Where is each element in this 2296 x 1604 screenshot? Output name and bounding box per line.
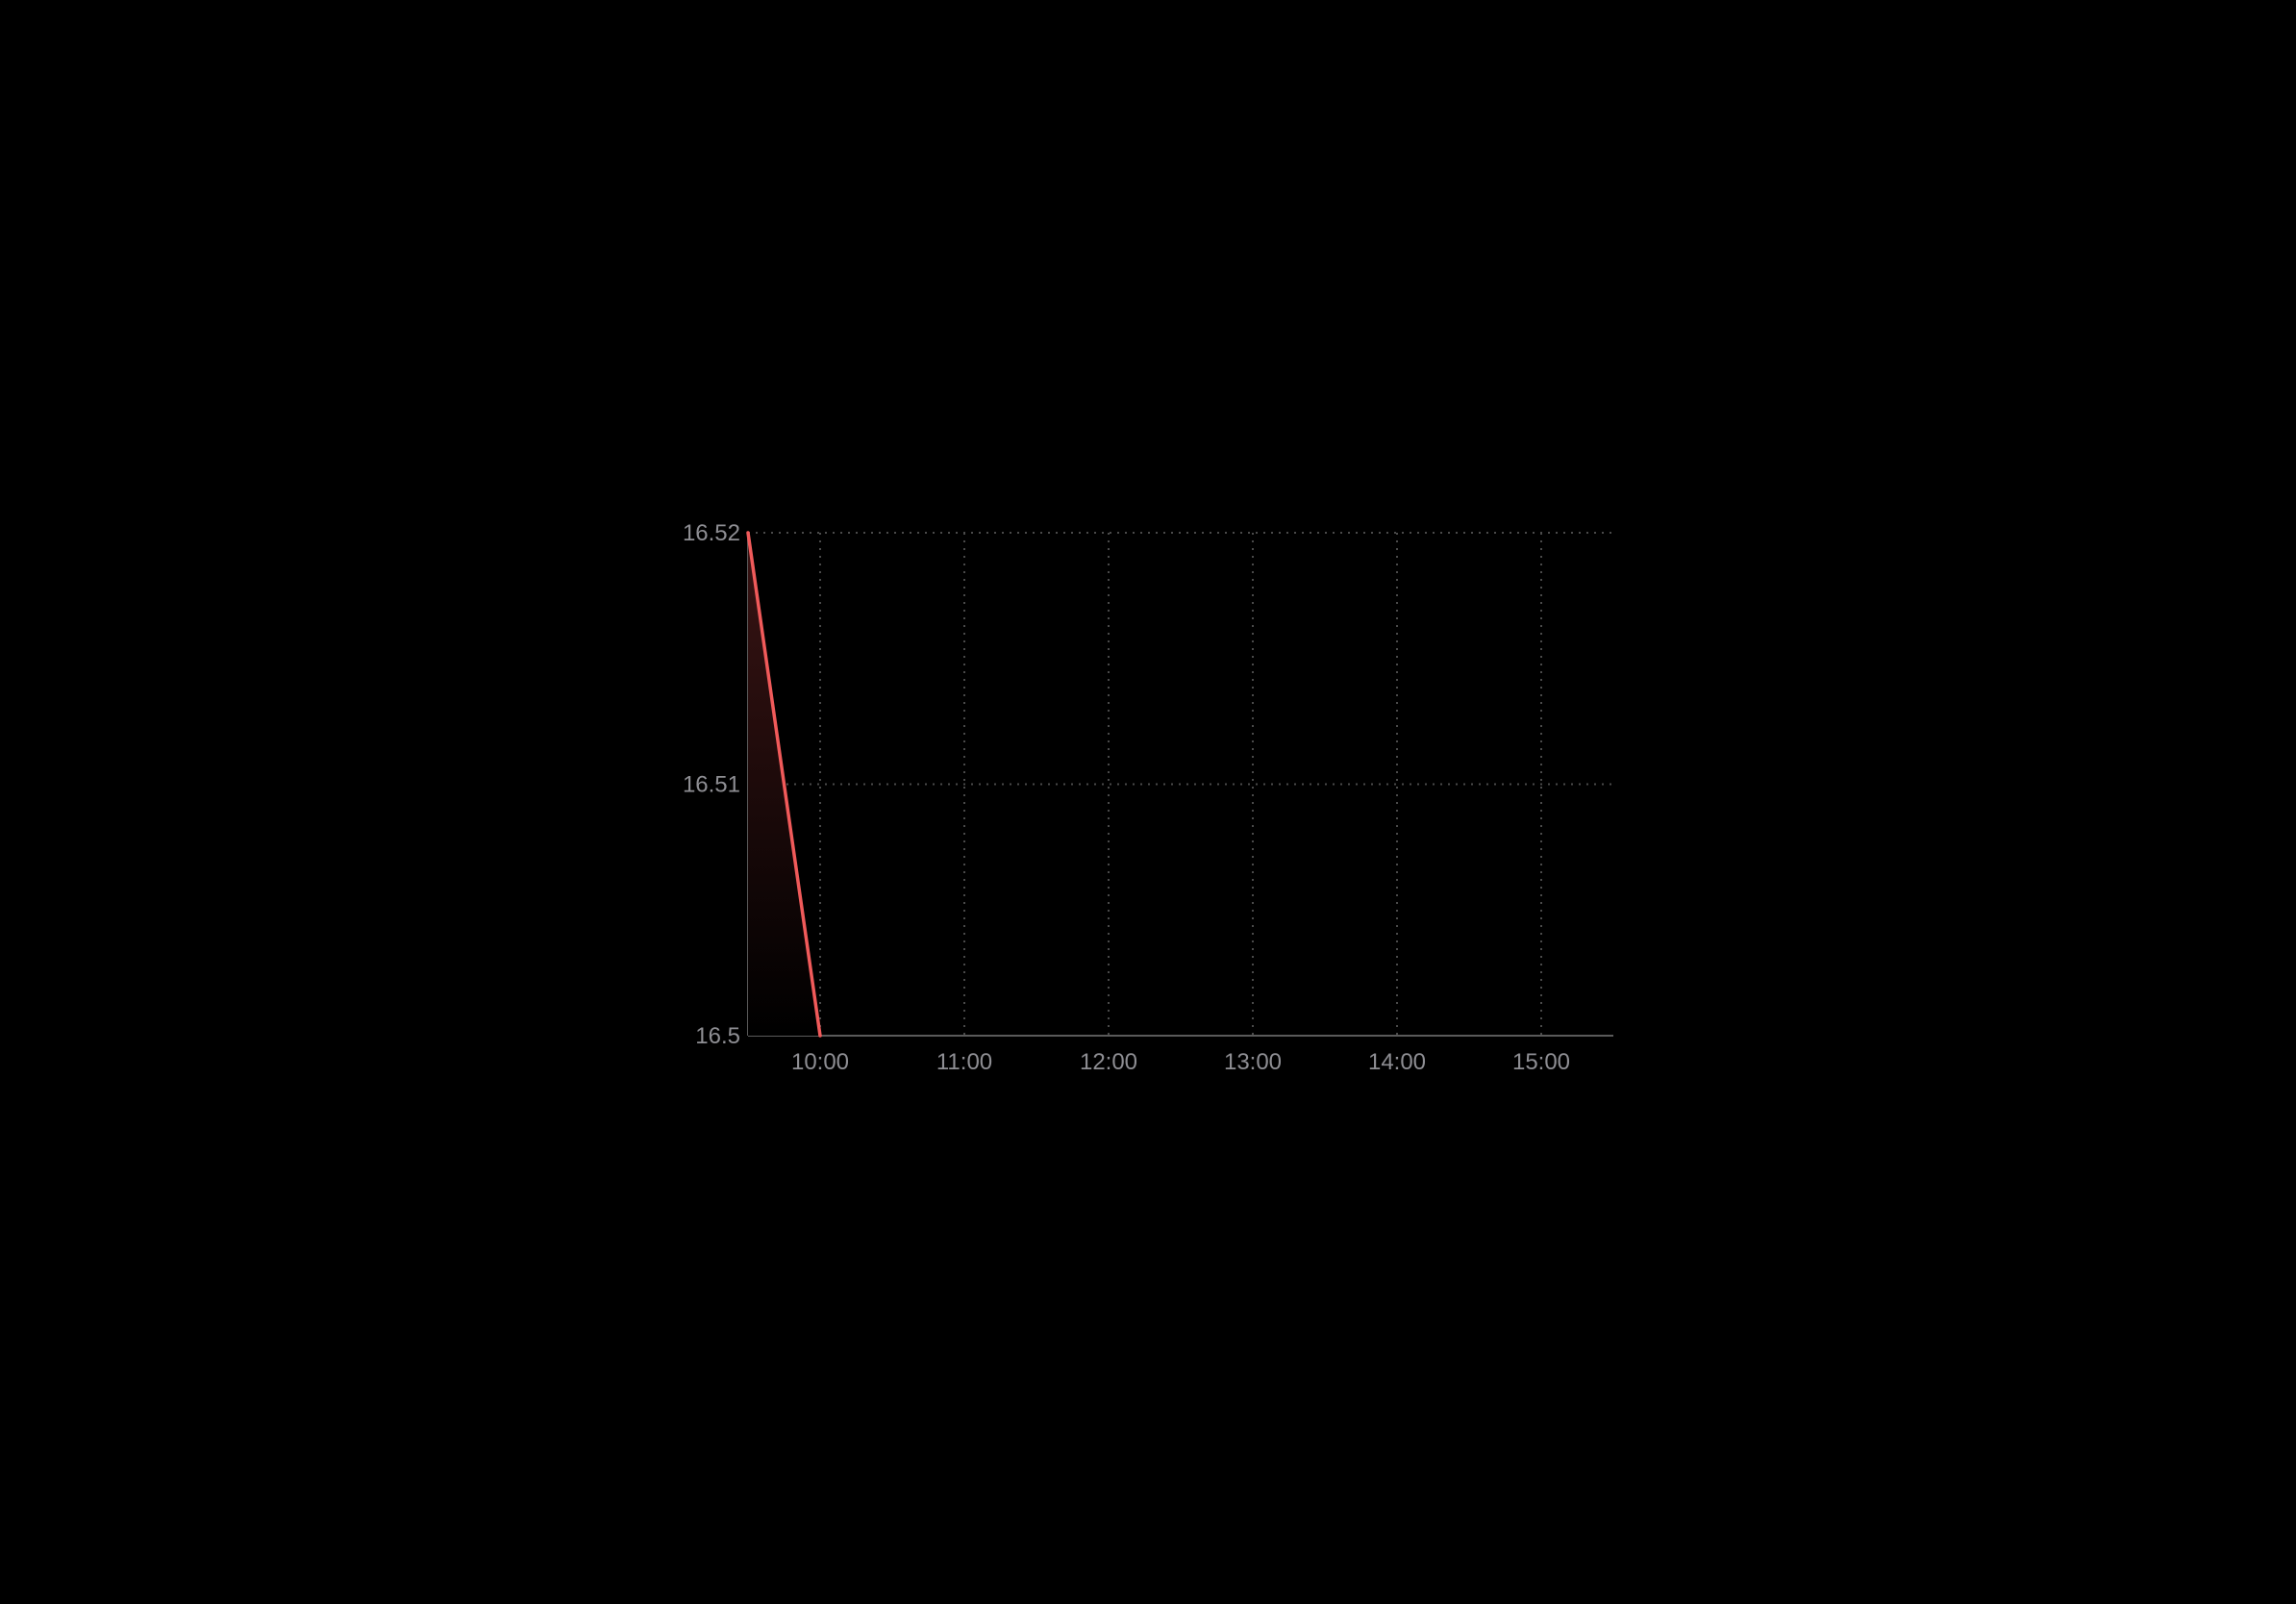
x-tick-label: 11:00 <box>936 1049 992 1075</box>
x-tick-label: 10:00 <box>791 1049 849 1075</box>
tick-label-layer: 16.5 16.51 16.52 10:00 11:00 12:00 13:00 14:00 1… <box>683 520 1570 1075</box>
x-tick-label: 12:00 <box>1080 1049 1137 1075</box>
grid-layer <box>748 532 1613 1036</box>
x-tick-label: 13:00 <box>1224 1049 1282 1075</box>
y-tick-label: 16.52 <box>683 520 740 546</box>
x-tick-label: 14:00 <box>1368 1049 1426 1075</box>
y-tick-label: 16.51 <box>683 772 740 798</box>
x-tick-label: 15:00 <box>1512 1049 1570 1075</box>
series-layer <box>746 531 822 1038</box>
y-tick-label: 16.5 <box>695 1023 740 1049</box>
series-line <box>746 531 822 1038</box>
